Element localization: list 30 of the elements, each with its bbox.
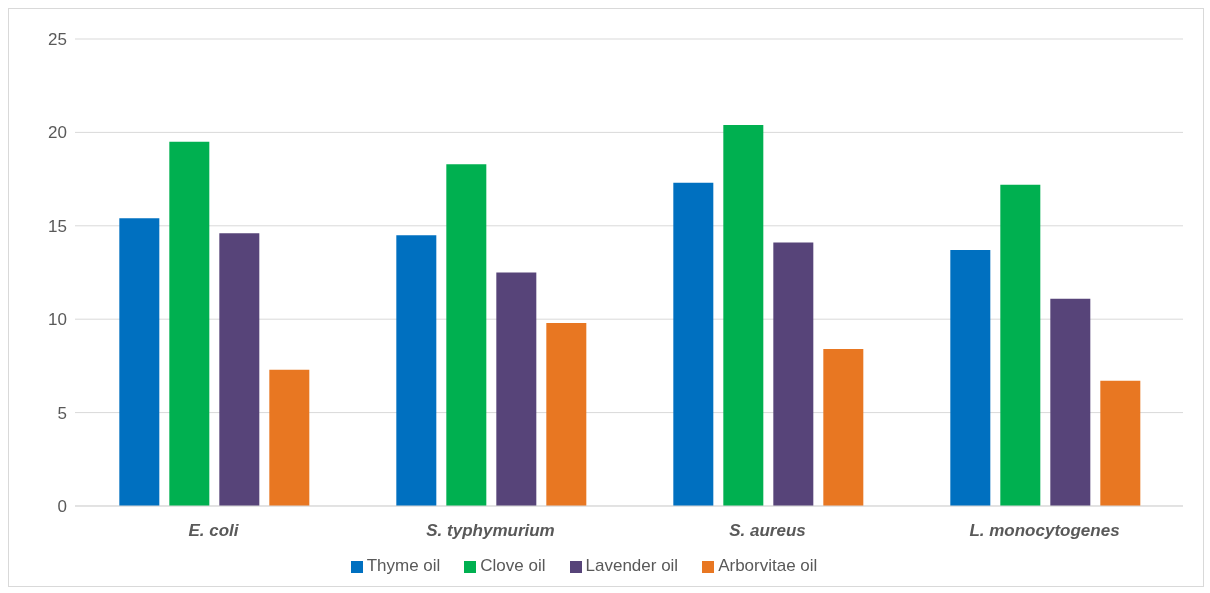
bar	[823, 349, 864, 506]
x-tick-label: S. aureus	[729, 521, 806, 540]
y-tick-label: 15	[48, 216, 67, 236]
legend-label: Thyme oil	[366, 556, 441, 575]
bar	[119, 218, 160, 506]
bar	[1050, 298, 1091, 506]
bar	[219, 233, 260, 506]
y-tick-label: 20	[48, 123, 67, 143]
bar	[1000, 184, 1041, 506]
bar	[773, 242, 814, 506]
x-tick-label: E. coli	[188, 521, 240, 540]
bar	[496, 272, 537, 506]
bar	[169, 141, 210, 506]
bar	[546, 322, 587, 506]
legend-label: Lavender oil	[585, 556, 679, 575]
x-tick-label: S. typhymurium	[426, 521, 555, 540]
x-tick-label: L. monocytogenes	[969, 521, 1120, 540]
bar	[950, 250, 991, 506]
bar	[396, 235, 437, 506]
legend-label: Clove oil	[480, 556, 546, 575]
bar	[673, 182, 714, 506]
bar	[723, 124, 764, 506]
y-tick-label: 25	[48, 30, 67, 50]
y-tick-label: 10	[48, 310, 67, 330]
bar	[446, 164, 487, 506]
bar	[269, 369, 310, 506]
y-tick-label: 0	[57, 497, 67, 517]
legend-label: Arborvitae oil	[718, 556, 818, 575]
y-tick-label: 5	[57, 403, 67, 423]
bar	[1100, 380, 1141, 506]
